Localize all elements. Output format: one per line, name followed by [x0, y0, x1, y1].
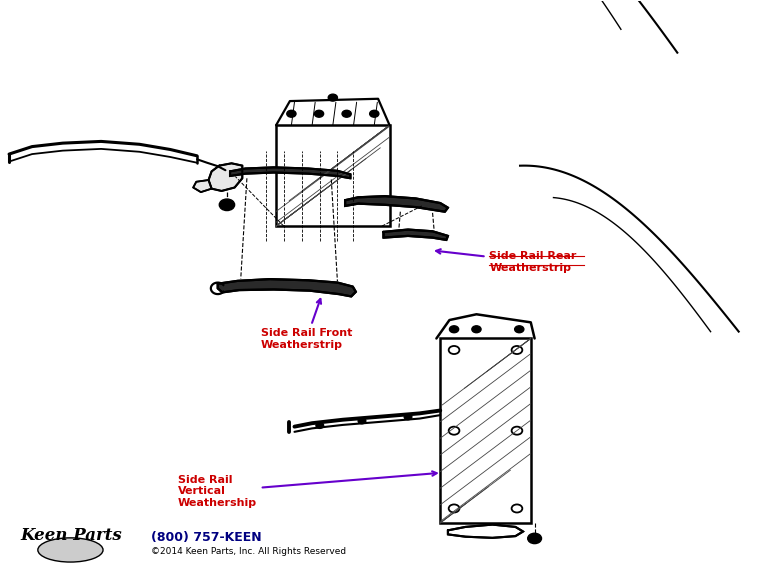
Circle shape	[314, 110, 323, 117]
Circle shape	[328, 94, 337, 101]
Circle shape	[358, 418, 366, 424]
Circle shape	[316, 423, 323, 428]
Polygon shape	[383, 229, 448, 240]
Text: Side Rail
Vertical
Weathership: Side Rail Vertical Weathership	[178, 471, 437, 508]
Text: Side Rail Front
Weatherstrip: Side Rail Front Weatherstrip	[261, 299, 352, 350]
Text: ©2014 Keen Parts, Inc. All Rights Reserved: ©2014 Keen Parts, Inc. All Rights Reserv…	[151, 547, 346, 556]
Text: Keen Parts: Keen Parts	[21, 527, 122, 544]
Polygon shape	[345, 196, 448, 212]
Polygon shape	[218, 279, 356, 296]
Polygon shape	[209, 163, 243, 191]
Polygon shape	[230, 167, 350, 178]
Circle shape	[370, 110, 379, 117]
Circle shape	[527, 533, 541, 544]
Circle shape	[342, 110, 351, 117]
Text: Side Rail Rear
Weatherstrip: Side Rail Rear Weatherstrip	[436, 249, 577, 273]
Circle shape	[219, 199, 235, 211]
Bar	[440, 339, 531, 523]
Circle shape	[286, 110, 296, 117]
Polygon shape	[448, 525, 523, 538]
Circle shape	[472, 326, 481, 333]
Circle shape	[450, 326, 459, 333]
Text: (800) 757-KEEN: (800) 757-KEEN	[151, 531, 262, 544]
Circle shape	[514, 326, 524, 333]
Ellipse shape	[38, 538, 103, 562]
Circle shape	[404, 414, 412, 420]
Polygon shape	[193, 180, 212, 192]
Bar	[276, 125, 390, 226]
